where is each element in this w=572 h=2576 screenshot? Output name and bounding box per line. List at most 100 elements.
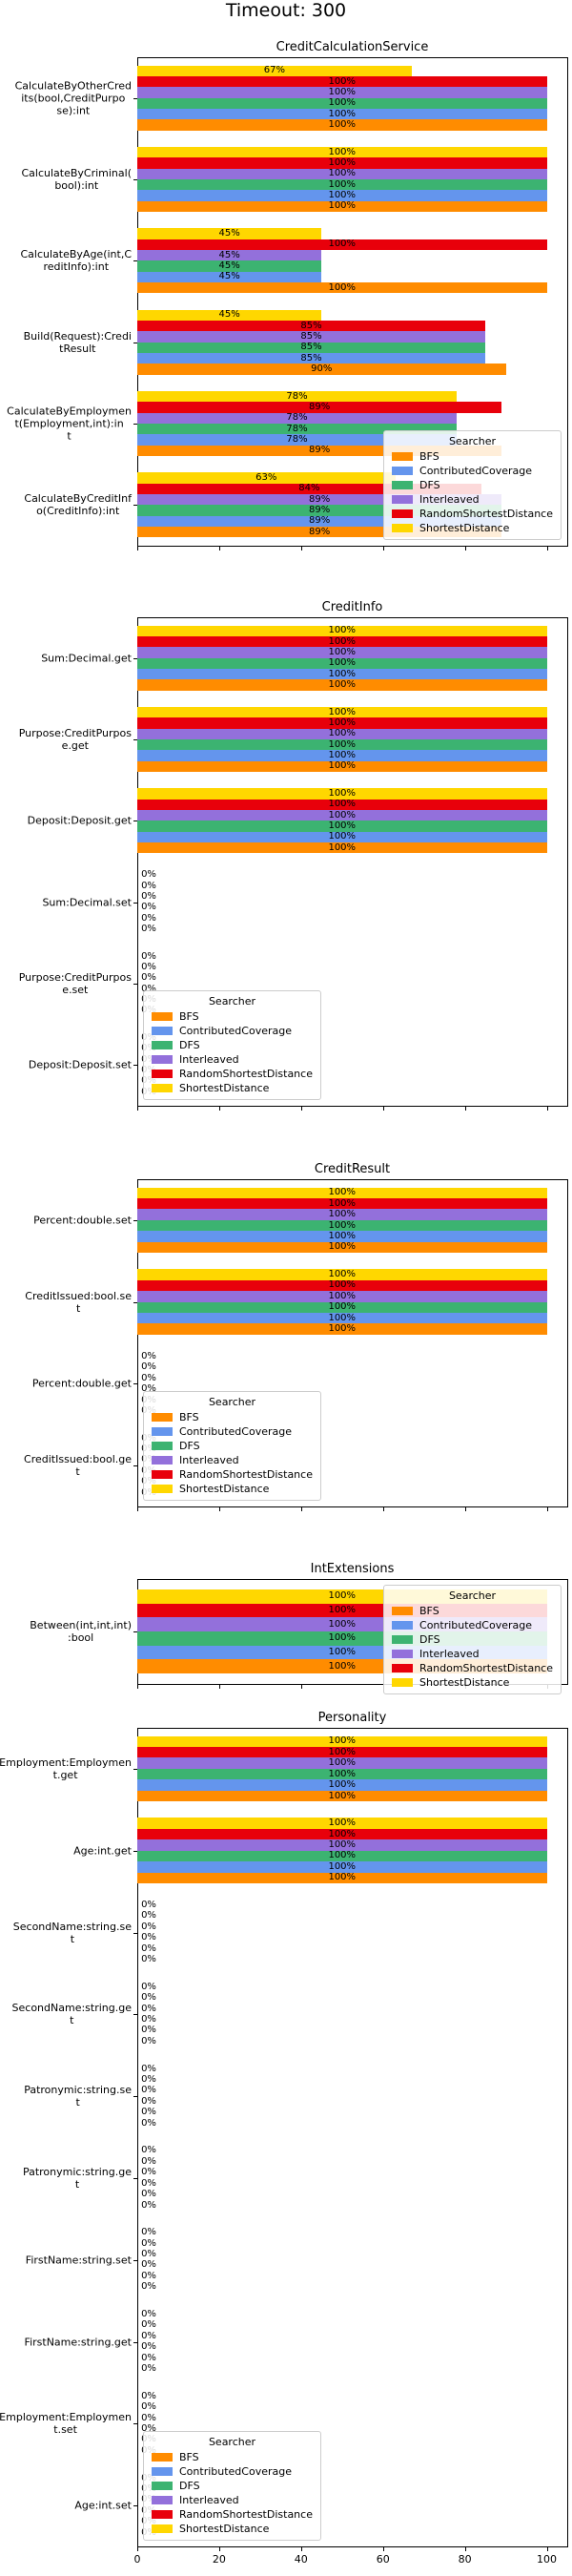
value-label: 0% [141,1350,156,1361]
value-label: 100% [328,679,357,691]
bar [137,1313,547,1324]
legend-swatch [152,1012,173,1021]
bar [137,190,547,201]
value-label: 100% [328,1632,357,1644]
legend-swatch [392,481,414,489]
chart-title: CreditResult [314,1162,391,1176]
bar [137,679,547,691]
value-label: 100% [328,1779,357,1791]
value-label: 85% [300,320,322,331]
value-label: 0% [141,2095,156,2107]
value-label: 0% [141,2003,156,2014]
legend-swatch [152,1041,173,1049]
y-tick [133,1301,137,1303]
y-tick [133,1383,137,1385]
y-tick-label: Deposit:Deposit.set [28,1058,132,1071]
value-label: 100% [328,1828,357,1839]
bar [137,1747,547,1758]
legend-title: Searcher [448,1589,497,1602]
bar [137,1735,547,1748]
value-label: 0% [141,2341,156,2353]
value-label: 45% [218,249,240,260]
chart-title: CreditCalculationService [276,40,429,54]
value-label: 89% [309,515,331,527]
value-label: 0% [141,1992,156,2004]
legend-item: RandomShortestDistance [392,507,553,521]
bar [137,1861,547,1873]
value-label: 100% [328,787,357,799]
bar [137,157,547,169]
legend-swatch [392,1621,414,1630]
x-tick [300,547,302,551]
legend-item: Interleaved [392,1647,553,1661]
y-tick [133,1850,137,1852]
bar [137,1301,547,1314]
value-label: 100% [328,750,357,761]
y-tick [133,2259,137,2261]
y-tick [133,2505,137,2507]
bar [137,625,547,636]
bar [137,1209,547,1220]
value-label: 100% [328,1618,357,1630]
value-label: 100% [328,821,357,832]
bar [137,353,486,364]
value-label: 100% [328,1839,357,1850]
legend-label: Interleaved [179,1454,239,1466]
legend-item: ShortestDistance [152,1482,313,1496]
value-label: 0% [141,1954,156,1965]
y-tick [133,2423,137,2425]
legend-label: RandomShortestDistance [179,1068,313,1080]
value-label: 0% [141,1910,156,1922]
bar [137,1323,547,1335]
value-label: 0% [141,2259,156,2271]
value-label: 100% [328,1818,357,1829]
bar [137,249,322,261]
x-tick [382,1107,384,1111]
value-label: 100% [328,178,357,190]
y-tick [133,657,137,659]
y-tick-label: CalculateByAge(int,C reditInfo):int [20,248,132,274]
legend-item: ShortestDistance [152,1081,313,1095]
bar [137,1818,547,1829]
legend-title: Searcher [208,2436,256,2448]
value-label: 90% [311,364,333,375]
legend-swatch [392,1635,414,1644]
legend-swatch [152,1070,173,1078]
bar [137,109,547,120]
bar [137,412,458,424]
y-tick-label: CalculateByEmploymen t(Employment,int):i… [7,405,132,443]
legend-swatch [152,1084,173,1092]
value-label: 100% [328,1231,357,1242]
legend-item: BFS [392,449,553,464]
x-tick [464,1507,466,1511]
bar [137,342,486,354]
x-tick-label: 60 [376,2553,390,2566]
bar [137,1241,547,1254]
legend-swatch [152,1485,173,1493]
x-tick-label: 80 [458,2553,472,2566]
x-tick [137,1507,138,1511]
bar [137,271,322,283]
value-label: 100% [328,1735,357,1747]
legend-item: ContributedCoverage [152,1024,313,1038]
legend-item: Interleaved [152,1052,313,1067]
bar [137,282,547,294]
legend-label: ShortestDistance [179,1483,270,1495]
legend-label: Interleaved [179,1053,239,1066]
y-tick-label: Sum:Decimal.get [41,652,132,665]
legend-title: Searcher [448,435,497,447]
value-label: 0% [141,2025,156,2036]
y-tick-label: FirstName:string.set [25,2254,132,2267]
x-tick-label: 20 [212,2553,226,2566]
value-label: 78% [286,390,308,402]
bar [137,750,547,761]
x-tick [137,547,138,551]
y-tick-label: CalculateByCriminal( bool):int [21,167,132,192]
legend-swatch [152,2482,173,2490]
bar [137,809,547,821]
y-tick [133,1465,137,1467]
legend-item: RandomShortestDistance [152,1467,313,1482]
value-label: 100% [328,1219,357,1231]
legend-item: BFS [152,2450,313,2464]
